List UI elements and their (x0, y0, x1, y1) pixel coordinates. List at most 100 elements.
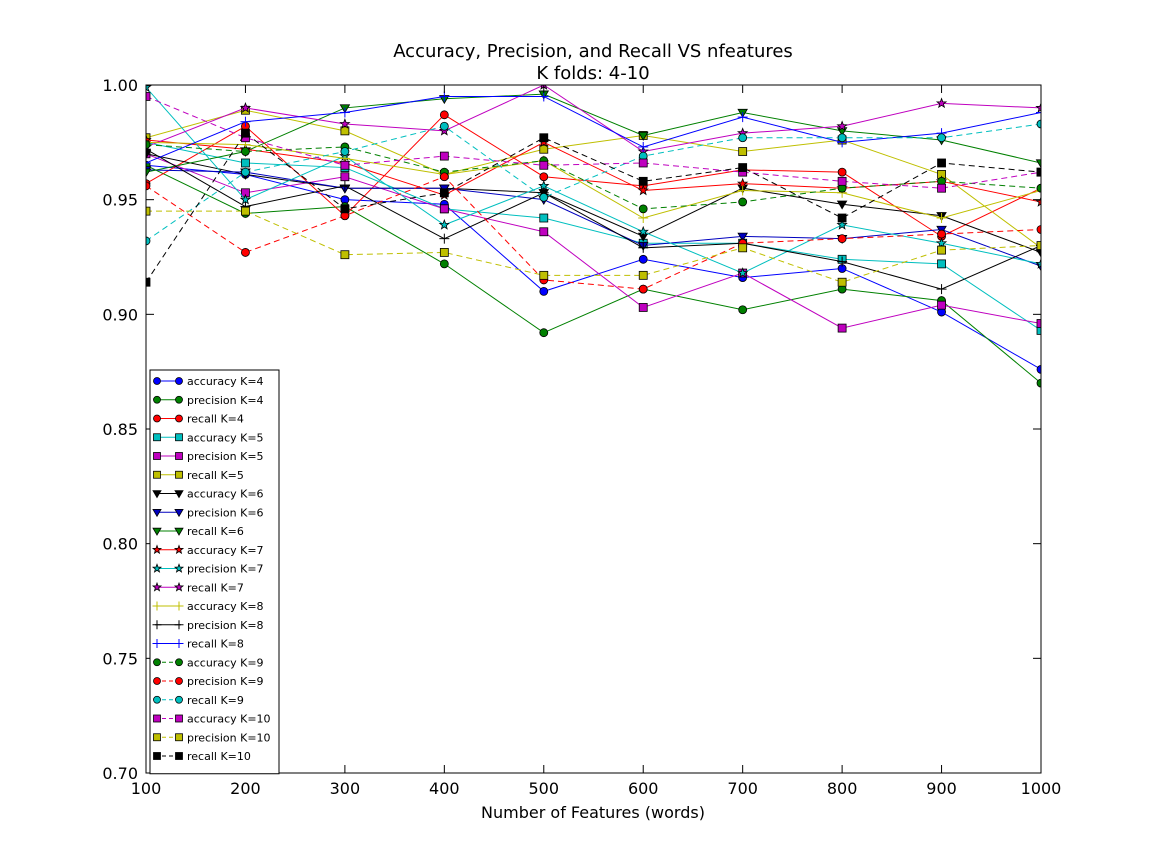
data-point (340, 126, 350, 136)
data-point (439, 248, 449, 257)
x-tick-label: 600 (628, 779, 659, 798)
data-point (539, 172, 549, 182)
legend-label: recall K=5 (187, 469, 244, 482)
data-point (836, 218, 848, 230)
series-precision-k-8 (146, 144, 1041, 295)
data-point (936, 284, 947, 295)
legend-label: accuracy K=9 (187, 656, 264, 669)
series-line (146, 85, 1041, 153)
legend-label: precision K=4 (187, 394, 264, 407)
y-tick-label: 0.75 (102, 649, 138, 668)
data-point (738, 197, 748, 207)
data-point (937, 245, 946, 255)
legend-marker (151, 544, 163, 555)
legend-item: recall K=8 (152, 638, 244, 651)
legend-marker (153, 470, 161, 479)
data-point (439, 110, 449, 120)
data-point (339, 180, 350, 191)
data-point (1036, 325, 1041, 335)
series-recall-k-7 (146, 85, 1041, 157)
x-tick-label: 400 (429, 779, 460, 798)
data-point (439, 188, 449, 198)
legend-item: accuracy K=9 (153, 656, 264, 669)
data-point (638, 176, 648, 186)
legend-marker (152, 509, 162, 518)
series-line (146, 109, 1041, 249)
plot-frame (145, 84, 1042, 774)
data-point (1035, 257, 1041, 269)
legend-marker (151, 563, 163, 573)
legend-label: recall K=9 (187, 694, 244, 707)
data-point (737, 267, 749, 278)
legend-marker (175, 414, 183, 423)
series-line (146, 123, 1041, 242)
legend: accuracy K=4 precision K=4 recall K=4 accur… (149, 369, 280, 775)
data-point (439, 259, 449, 269)
series-recall-k-9 (146, 119, 1041, 246)
legend-marker (153, 658, 161, 667)
legend-marker (153, 677, 161, 685)
data-point (1036, 319, 1041, 328)
data-point (539, 328, 549, 338)
legend-item: precision K=4 (153, 394, 264, 407)
data-point (241, 206, 250, 216)
data-point (1036, 167, 1041, 177)
data-point (146, 181, 151, 191)
legend-marker (152, 601, 162, 611)
series-recall-k-4 (146, 110, 1041, 241)
legend-marker (152, 490, 162, 499)
series-line (146, 153, 1041, 253)
data-point (1036, 107, 1041, 118)
legend-marker (173, 544, 185, 555)
legend-marker (174, 639, 184, 648)
series-accuracy-k-4 (146, 160, 1041, 374)
legend-marker (174, 490, 184, 499)
legend-item: recall K=5 (153, 469, 244, 482)
x-tick-label: 300 (330, 779, 361, 798)
data-point (738, 243, 748, 253)
data-point (837, 176, 847, 186)
plot-area (146, 85, 1041, 388)
series-precision-k-7 (146, 85, 1041, 278)
legend-marker (152, 639, 162, 648)
data-point (1036, 225, 1041, 234)
data-point (937, 183, 946, 193)
legend-label: recall K=6 (187, 525, 244, 538)
legend-marker (175, 733, 183, 742)
data-point (439, 91, 450, 102)
data-point (146, 140, 151, 150)
legend-marker (175, 752, 183, 760)
data-point (340, 172, 350, 182)
data-point (1036, 183, 1041, 193)
data-point (241, 128, 250, 138)
data-point (539, 144, 549, 154)
data-point (638, 213, 649, 224)
data-point (738, 147, 748, 156)
data-point (637, 184, 649, 196)
data-point (738, 163, 748, 172)
legend-item: recall K=7 (151, 581, 244, 594)
data-point (1036, 364, 1041, 374)
data-point (936, 213, 947, 224)
data-point (737, 185, 748, 196)
data-point (438, 218, 450, 230)
series-line (146, 141, 1041, 219)
data-point (935, 237, 948, 249)
data-point (239, 101, 252, 113)
legend-marker (175, 658, 183, 667)
legend-marker (153, 395, 161, 404)
legend-marker (174, 620, 184, 630)
data-point (241, 167, 250, 177)
data-point (340, 147, 350, 156)
series-precision-k-10 (146, 206, 1041, 287)
series-line (146, 176, 1041, 290)
series-line (146, 95, 1041, 164)
data-point (539, 227, 549, 237)
y-tick-label: 0.85 (102, 420, 138, 439)
series-line (146, 141, 1041, 331)
legend-marker (152, 527, 162, 536)
data-point (1036, 119, 1041, 129)
series-accuracy-k-7 (146, 134, 1041, 207)
data-point (638, 303, 648, 312)
